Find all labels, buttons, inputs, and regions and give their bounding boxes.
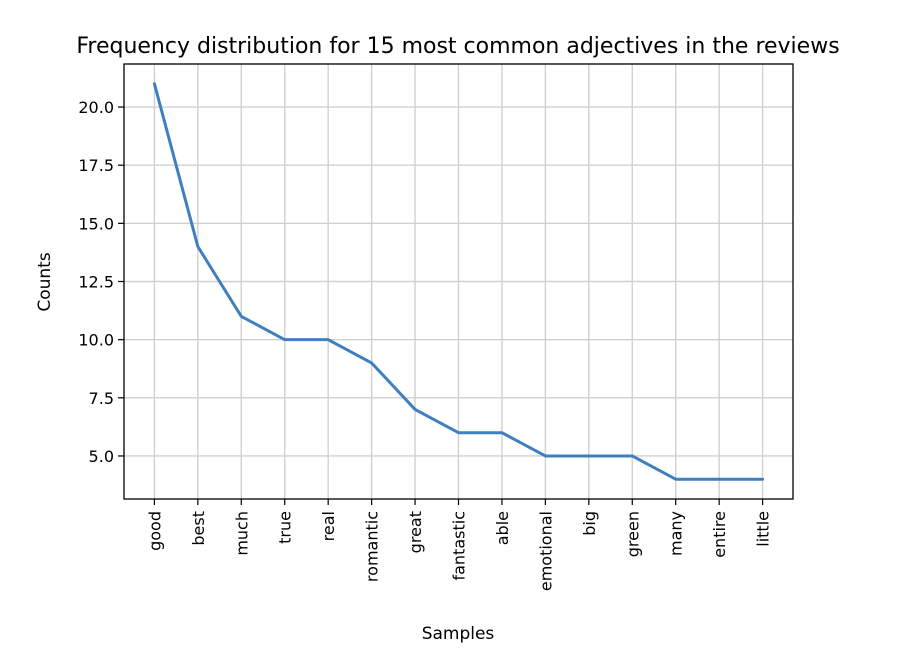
y-tick-label: 15.0 [78, 214, 114, 233]
chart-title: Frequency distribution for 15 most commo… [76, 34, 839, 59]
x-tick-label-fantastic: fantastic [450, 511, 469, 581]
x-axis-ticks: good best much true real romantic great fantast… [145, 499, 772, 591]
y-axis-label: Counts [35, 252, 55, 311]
x-tick-label-many: many [667, 511, 686, 556]
x-tick-label-big: big [580, 511, 599, 536]
x-tick-label-emotional: emotional [536, 511, 555, 591]
x-tick-label-little: little [754, 511, 773, 547]
x-tick-label-good: good [145, 511, 164, 551]
x-tick-label-real: real [319, 511, 338, 541]
y-axis-ticks: 5.0 7.5 10.0 12.5 15.0 17.5 20.0 [78, 98, 124, 466]
x-tick-label-much: much [232, 511, 251, 556]
y-tick-label: 5.0 [89, 447, 114, 466]
y-tick-label: 17.5 [78, 156, 114, 175]
x-axis-label: Samples [422, 624, 495, 644]
x-tick-label-romantic: romantic [363, 511, 382, 582]
x-tick-label-able: able [493, 511, 512, 545]
x-tick-label-true: true [276, 511, 295, 544]
x-tick-label-great: great [406, 511, 425, 553]
y-tick-label: 12.5 [78, 273, 114, 292]
y-tick-label: 7.5 [89, 389, 114, 408]
x-tick-label-entire: entire [710, 511, 729, 558]
y-tick-label: 10.0 [78, 331, 114, 350]
x-tick-label-green: green [623, 511, 642, 557]
x-tick-label-best: best [189, 511, 208, 546]
y-tick-label: 20.0 [78, 98, 114, 117]
